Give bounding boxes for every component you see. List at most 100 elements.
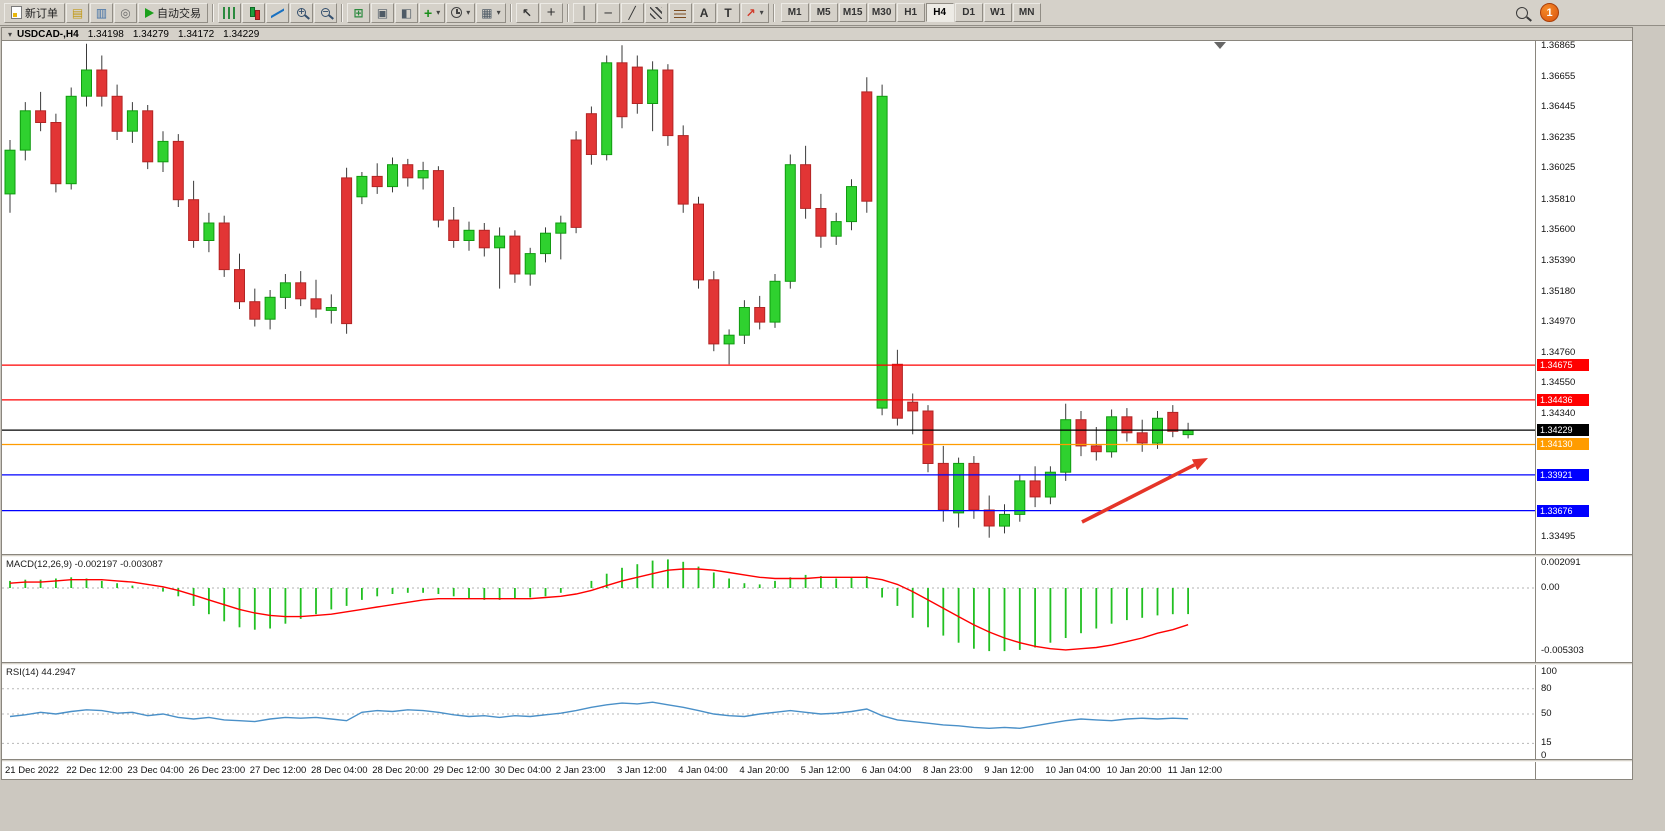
chevron-down-icon: ▾: [466, 8, 471, 17]
arrange-windows-button[interactable]: ◧: [395, 2, 418, 23]
fibonacci-icon: [674, 7, 687, 18]
axis-tick-label: 1.36235: [1541, 131, 1576, 143]
ohlc-close: 1.34229: [223, 28, 260, 40]
timeframe-m30-button[interactable]: M30: [867, 3, 896, 22]
label-button[interactable]: T: [716, 2, 740, 23]
notification-badge[interactable]: 1: [1540, 3, 1559, 22]
line-chart-button[interactable]: [266, 2, 289, 23]
cascade-windows-button[interactable]: ▣: [371, 2, 394, 23]
axis-tick-label: 80: [1541, 682, 1552, 694]
macd-name: MACD(12,26,9): [6, 559, 72, 570]
panel-splitter[interactable]: [2, 662, 1632, 665]
cursor-icon: ↖: [522, 5, 533, 20]
navigator-button[interactable]: ◎: [114, 2, 137, 23]
search-icon[interactable]: [1516, 7, 1528, 19]
timeframe-h1-button[interactable]: H1: [896, 3, 925, 22]
time-axis-label: 8 Jan 23:00: [923, 765, 973, 776]
axis-tick-label: 1.33495: [1541, 531, 1576, 542]
arrows-button[interactable]: ↗ ▾: [740, 2, 769, 23]
timeframe-mn-button[interactable]: MN: [1012, 3, 1041, 22]
price-line-label: 1.33921: [1537, 468, 1589, 481]
line-chart-icon: [271, 7, 284, 19]
time-axis-label: 2 Jan 23:00: [555, 765, 606, 776]
time-axis-label: 6 Jan 04:00: [861, 765, 912, 776]
ohlc-high: 1.34279: [132, 28, 169, 40]
template-button[interactable]: ▦ ▾: [476, 2, 506, 23]
panel-splitter[interactable]: [2, 554, 1632, 557]
price-axis[interactable]: 1.36865 1.36655 1.36445 1.36235 1.36025 1.358…: [1535, 40, 1632, 779]
channel-button[interactable]: [644, 2, 668, 23]
time-axis-label: 3 Jan 12:00: [617, 765, 667, 776]
crosshair-button[interactable]: +: [539, 2, 563, 23]
bar-chart-button[interactable]: [218, 2, 241, 23]
new-chart-button[interactable]: + ▾: [419, 2, 446, 23]
timeframe-m15-button[interactable]: M15: [838, 3, 867, 22]
axis-tick-label: 0.002091: [1541, 557, 1581, 569]
horizontal-line-button[interactable]: ─: [596, 2, 620, 23]
chart-window: ▾ USDCAD-,H4 1.34198 1.34279 1.34172 1.3…: [1, 27, 1633, 780]
market-watch-button[interactable]: ▤: [66, 2, 89, 23]
timeframe-d1-button[interactable]: D1: [954, 3, 983, 22]
trend-arrow: [1081, 458, 1208, 524]
vertical-line-button[interactable]: │: [572, 2, 596, 23]
tile-windows-button[interactable]: ⊞: [347, 2, 370, 23]
fibonacci-button[interactable]: [668, 2, 692, 23]
rsi-label: RSI(14) 44.2947: [6, 667, 76, 678]
candlestick-chart-button[interactable]: [242, 2, 265, 23]
data-window-button[interactable]: ▥: [90, 2, 113, 23]
vertical-line-icon: │: [580, 5, 588, 20]
timeframe-w1-button[interactable]: W1: [983, 3, 1012, 22]
navigator-icon: ◎: [120, 5, 131, 20]
clock-icon: [451, 7, 463, 18]
time-axis[interactable]: 21 Dec 2022 22 Dec 12:00 23 Dec 04:00 26 De…: [2, 762, 1535, 779]
time-axis-label: 29 Dec 12:00: [433, 765, 490, 776]
axis-tick-label: 0.00: [1541, 582, 1560, 593]
chevron-down-icon: ▾: [436, 8, 441, 17]
time-axis-label: 22 Dec 12:00: [66, 765, 123, 776]
macd-signal-line: [9, 568, 1189, 651]
time-axis-label: 11 Jan 12:00: [1167, 765, 1223, 776]
time-axis-label: 30 Dec 04:00: [494, 765, 552, 776]
bar-chart-icon: [223, 6, 236, 19]
template-icon: ▦: [481, 5, 493, 20]
timeframe-h4-button[interactable]: H4: [925, 3, 954, 22]
macd-canvas[interactable]: [2, 557, 1535, 662]
trendline-button[interactable]: ╱: [620, 2, 644, 23]
time-axis-label: 9 Jan 12:00: [984, 765, 1034, 776]
candlestick-canvas[interactable]: [2, 41, 1535, 554]
time-axis-label: 23 Dec 04:00: [127, 765, 184, 776]
axis-tick-label: 1.35180: [1541, 285, 1576, 297]
horizontal-lines: [2, 364, 1535, 512]
zoom-in-button[interactable]: +: [290, 2, 313, 23]
panel-splitter[interactable]: [2, 759, 1632, 762]
axis-tick-label: 1.35390: [1541, 254, 1576, 266]
time-axis-label: 27 Dec 12:00: [249, 765, 307, 776]
timeframe-m1-button[interactable]: M1: [780, 3, 809, 22]
tile-windows-icon: ⊞: [353, 5, 364, 20]
data-window-icon: ▥: [95, 5, 108, 20]
text-button[interactable]: A: [692, 2, 716, 23]
time-axis-label: 10 Jan 04:00: [1045, 765, 1101, 776]
toolbar-separator: [509, 3, 512, 22]
price-line-label: 1.34130: [1537, 438, 1589, 451]
new-order-label: 新订单: [25, 7, 58, 20]
new-order-button[interactable]: 新订单: [4, 2, 65, 23]
macd-histogram: [9, 559, 1189, 652]
horizontal-line-icon: ─: [604, 5, 612, 20]
timeframe-m5-button[interactable]: M5: [809, 3, 838, 22]
auto-trading-button[interactable]: 自动交易: [138, 2, 208, 23]
price-line-label: 1.33676: [1537, 504, 1589, 517]
cascade-windows-icon: ▣: [376, 5, 389, 20]
axis-tick-label: 1.34970: [1541, 316, 1576, 328]
rsi-canvas[interactable]: [2, 665, 1535, 759]
chart-title-bar[interactable]: ▾ USDCAD-,H4 1.34198 1.34279 1.34172 1.3…: [2, 28, 1632, 41]
rsi-line: [9, 701, 1189, 730]
period-selector-button[interactable]: ▾: [446, 2, 476, 23]
cursor-button[interactable]: ↖: [515, 2, 539, 23]
axis-tick-label: 1.36655: [1541, 70, 1576, 82]
axis-tick-label: -0.005303: [1541, 645, 1584, 657]
axis-tick-label: 100: [1541, 666, 1557, 677]
rsi-name: RSI(14): [6, 667, 39, 678]
price-line-label: 1.34229: [1537, 424, 1589, 437]
zoom-out-button[interactable]: −: [314, 2, 337, 23]
